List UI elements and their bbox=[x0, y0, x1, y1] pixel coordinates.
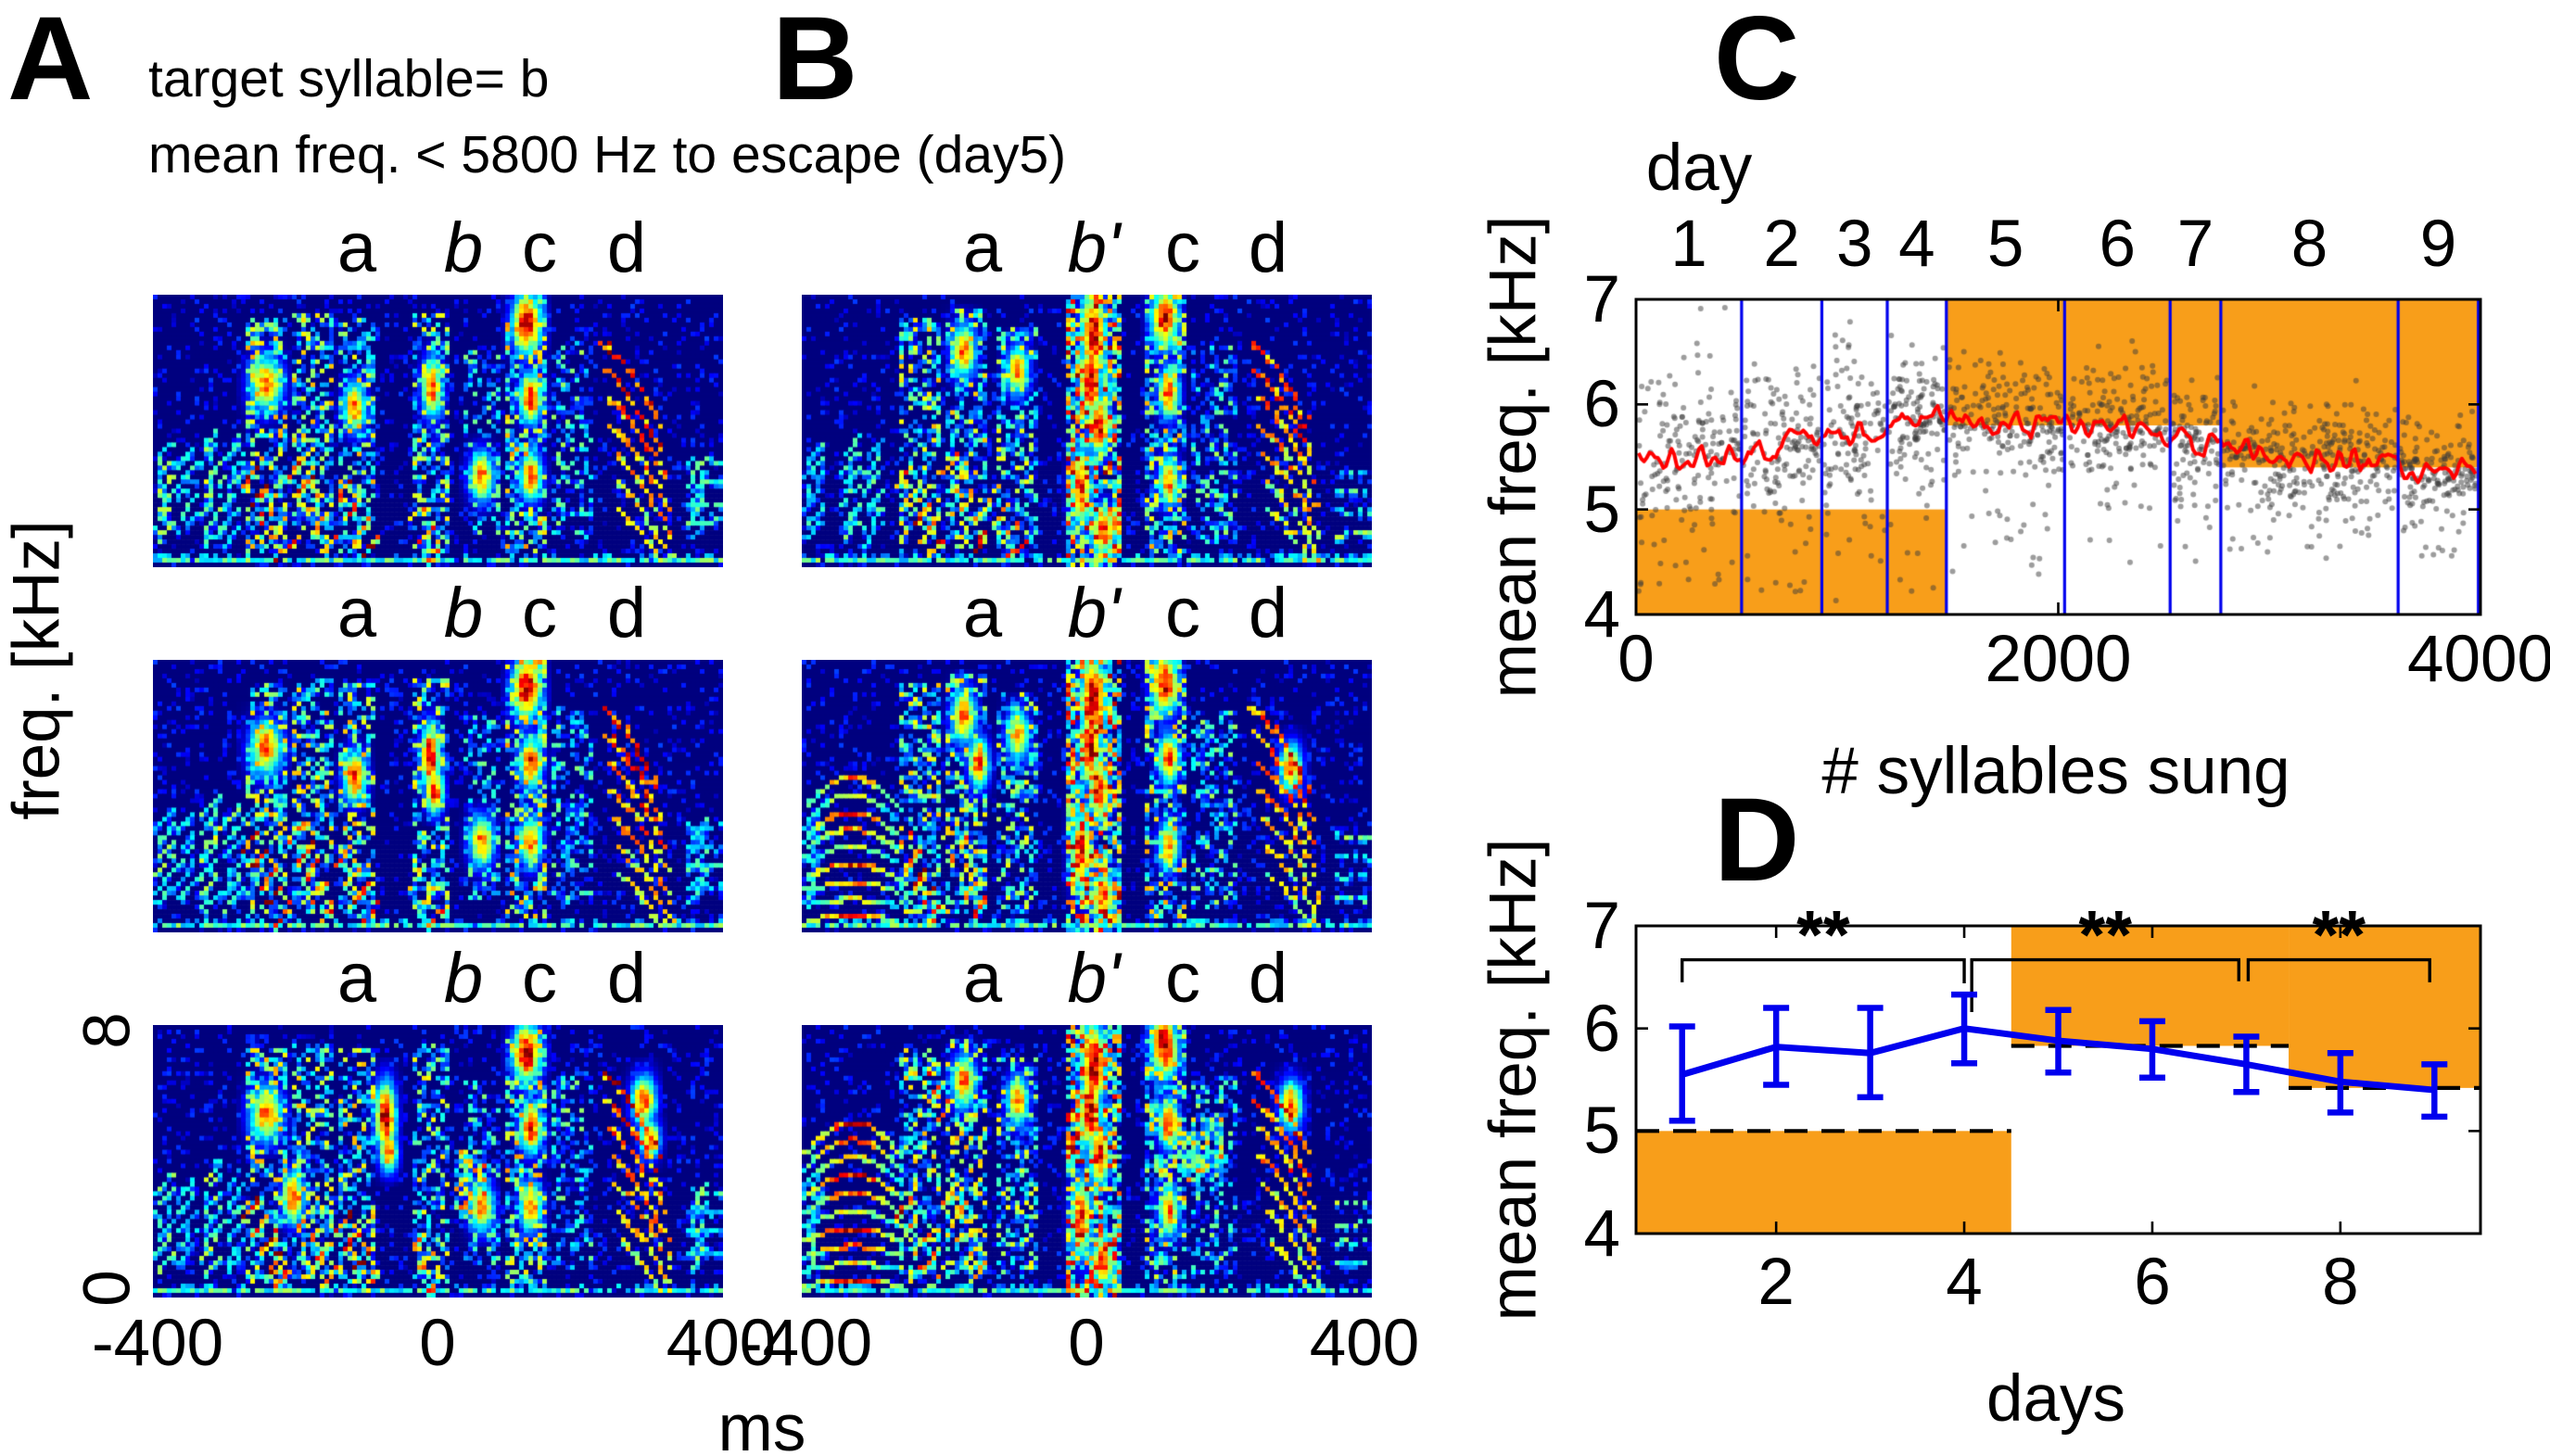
spectrogram-a-x-tick-0: 0 bbox=[419, 1307, 456, 1380]
panel-d-x-tick-8: 8 bbox=[2322, 1246, 2359, 1319]
syllable-label-a-row3-d: d bbox=[606, 939, 647, 1018]
syllable-label-b-row1-d: d bbox=[1248, 209, 1288, 287]
panel-c-y-tick-7: 7 bbox=[1583, 263, 1621, 336]
syllable-label-a-row3-b: b bbox=[443, 939, 484, 1018]
spectrogram-b-x-tick--400: -400 bbox=[740, 1307, 873, 1380]
panel-d-significance-stars-3: ** bbox=[2312, 896, 2366, 973]
panel-c-scatter-plot bbox=[1636, 299, 2480, 614]
spectrogram-x-axis-label: ms bbox=[717, 1392, 806, 1456]
syllable-label-b-row1-a: a bbox=[962, 209, 1003, 287]
spectrogram-b-x-tick-400: 400 bbox=[1309, 1307, 1420, 1380]
panel-d-y-tick-5: 5 bbox=[1583, 1095, 1621, 1169]
syllable-label-b-row1-c: c bbox=[1165, 209, 1200, 287]
panel-c-x-axis-label: # syllables sung bbox=[1821, 735, 2290, 808]
panel-c-y-axis-label: mean freq. [kHz] bbox=[1477, 215, 1551, 699]
panel-d-y-tick-4: 4 bbox=[1583, 1197, 1621, 1271]
syllable-label-b-row3-c: c bbox=[1165, 939, 1200, 1018]
panel-d-x-axis-label: days bbox=[1986, 1362, 2125, 1436]
panel-c-x-tick-2000: 2000 bbox=[1985, 623, 2132, 696]
panel-c-y-tick-4: 4 bbox=[1583, 578, 1621, 652]
spectrogram-panel-b-row2 bbox=[802, 660, 1372, 932]
panel-c-x-tick-4000: 4000 bbox=[2407, 623, 2550, 696]
panel-c-day-number-9: 9 bbox=[2419, 208, 2457, 281]
panel-c-y-tick-5: 5 bbox=[1583, 473, 1621, 547]
spectrogram-panel-b-row1 bbox=[802, 295, 1372, 567]
syllable-label-a-row2-d: d bbox=[606, 574, 647, 652]
spectrogram-a-x-tick-400: 400 bbox=[666, 1307, 777, 1380]
spectrogram-panel-a-row2 bbox=[153, 660, 723, 932]
spectrogram-panel-b-row3 bbox=[802, 1025, 1372, 1298]
panel-d-y-tick-6: 6 bbox=[1583, 992, 1621, 1066]
spectrogram-panel-a-row1 bbox=[153, 295, 723, 567]
syllable-label-a-row2-b: b bbox=[443, 574, 484, 652]
panel-c-top-axis-label: day bbox=[1645, 132, 1753, 205]
spectrogram-y-axis-label: freq. [kHz] bbox=[0, 520, 74, 820]
syllable-label-b-row3-d: d bbox=[1248, 939, 1288, 1018]
figure-subtitle-line1: target syllable= b bbox=[148, 49, 550, 108]
syllable-label-a-row1-b: b bbox=[443, 209, 484, 287]
syllable-label-a-row2-a: a bbox=[336, 574, 377, 652]
panel-d-y-tick-7: 7 bbox=[1583, 890, 1621, 963]
syllable-label-a-row2-c: c bbox=[522, 574, 557, 652]
panel-d-mean-freq-line bbox=[1681, 1025, 2435, 1094]
panel-c-x-tick-0: 0 bbox=[1618, 623, 1655, 696]
syllable-label-b-row2-a: a bbox=[962, 574, 1003, 652]
panel-d-white-noise-region bbox=[1636, 1131, 2011, 1234]
syllable-label-a-row1-c: c bbox=[522, 209, 557, 287]
spectrogram-panel-a-row3 bbox=[153, 1025, 723, 1298]
syllable-label-a-row3-a: a bbox=[336, 939, 377, 1018]
spectrogram-y-tick-0: 0 bbox=[70, 1270, 145, 1307]
syllable-label-b-row3-b': b' bbox=[1067, 939, 1121, 1018]
panel-d-y-axis-label: mean freq. [kHz] bbox=[1477, 838, 1551, 1322]
panel-label-c: C bbox=[1714, 0, 1800, 125]
panel-c-day-number-4: 4 bbox=[1898, 208, 1935, 281]
panel-d-x-tick-6: 6 bbox=[2134, 1246, 2171, 1319]
syllable-label-b-row2-d: d bbox=[1248, 574, 1288, 652]
panel-c-day-number-1: 1 bbox=[1670, 208, 1707, 281]
panel-d-x-tick-2: 2 bbox=[1757, 1246, 1795, 1319]
spectrogram-b-x-tick-0: 0 bbox=[1068, 1307, 1105, 1380]
panel-label-d: D bbox=[1714, 774, 1800, 906]
panel-c-day-number-8: 8 bbox=[2290, 208, 2328, 281]
syllable-label-b-row1-b': b' bbox=[1067, 209, 1121, 287]
panel-c-day-number-3: 3 bbox=[1835, 208, 1873, 281]
figure-subtitle-line2: mean freq. < 5800 Hz to escape (day5) bbox=[148, 125, 1067, 184]
panel-d-significance-stars-1: ** bbox=[1796, 896, 1850, 973]
syllable-label-b-row2-c: c bbox=[1165, 574, 1200, 652]
syllable-label-a-row1-d: d bbox=[606, 209, 647, 287]
syllable-label-b-row3-a: a bbox=[962, 939, 1003, 1018]
panel-c-day-number-2: 2 bbox=[1763, 208, 1800, 281]
syllable-label-b-row2-b': b' bbox=[1067, 574, 1121, 652]
panel-d-significance-stars-2: ** bbox=[2078, 896, 2133, 973]
panel-label-a: A bbox=[7, 0, 94, 125]
panel-label-b: B bbox=[772, 0, 858, 125]
panel-d-x-tick-4: 4 bbox=[1946, 1246, 1983, 1319]
syllable-label-a-row1-a: a bbox=[336, 209, 377, 287]
syllable-label-a-row3-c: c bbox=[522, 939, 557, 1018]
panel-c-day-number-5: 5 bbox=[1986, 208, 2024, 281]
panel-c-day-number-6: 6 bbox=[2099, 208, 2137, 281]
panel-d-white-noise-region bbox=[2011, 926, 2290, 1046]
spectrogram-a-x-tick--400: -400 bbox=[91, 1307, 224, 1380]
panel-c-day-number-7: 7 bbox=[2176, 208, 2214, 281]
panel-c-y-tick-6: 6 bbox=[1583, 368, 1621, 442]
spectrogram-y-tick-8: 8 bbox=[70, 1012, 145, 1049]
